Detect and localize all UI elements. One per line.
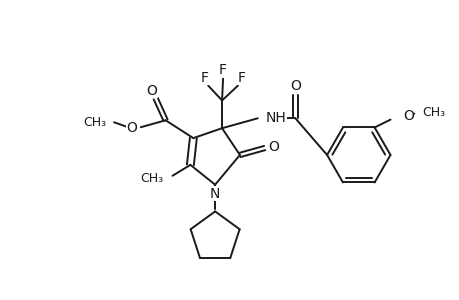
Text: CH₃: CH₃ bbox=[140, 172, 163, 185]
Text: NH: NH bbox=[265, 111, 286, 125]
Text: O: O bbox=[402, 109, 413, 123]
Text: N: N bbox=[209, 187, 220, 201]
Text: F: F bbox=[200, 71, 208, 85]
Text: O: O bbox=[126, 121, 137, 135]
Text: CH₃: CH₃ bbox=[83, 116, 106, 129]
Text: F: F bbox=[237, 71, 246, 85]
Text: O: O bbox=[146, 84, 157, 98]
Text: CH₃: CH₃ bbox=[421, 106, 444, 119]
Text: F: F bbox=[218, 63, 227, 77]
Text: O: O bbox=[289, 79, 300, 93]
Text: O: O bbox=[268, 140, 279, 154]
